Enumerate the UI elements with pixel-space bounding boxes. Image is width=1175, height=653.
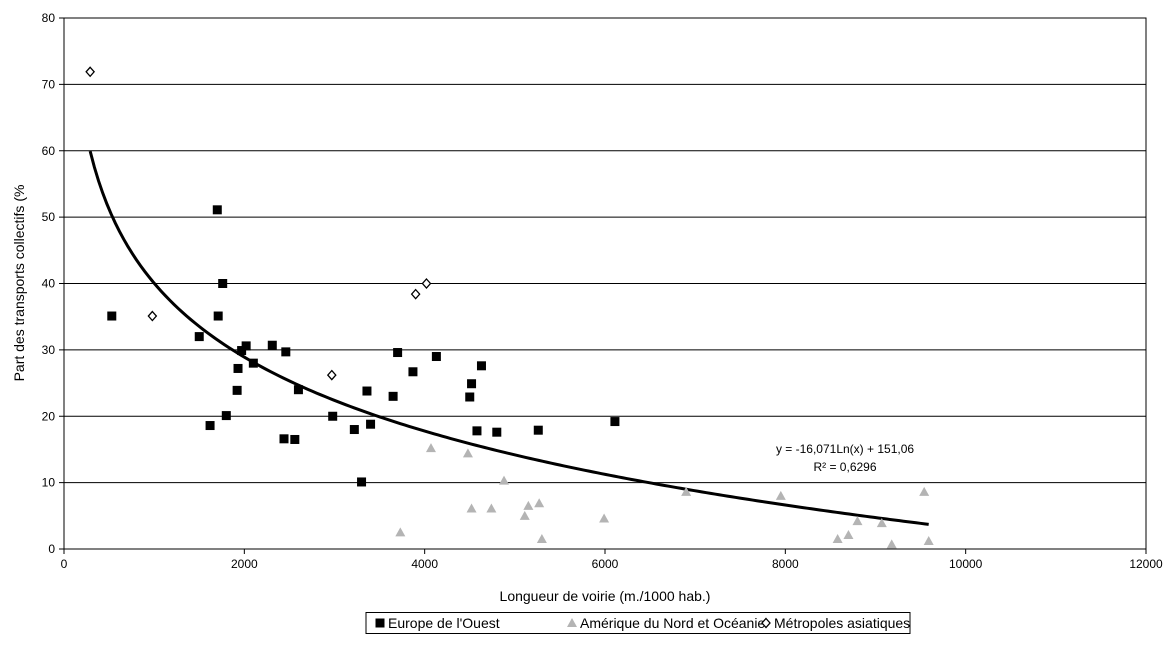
data-point-square bbox=[393, 348, 403, 358]
data-point-triangle bbox=[832, 534, 843, 544]
data-point-triangle bbox=[534, 498, 545, 508]
x-tick-label: 2000 bbox=[231, 557, 258, 571]
data-point-square bbox=[213, 311, 223, 321]
y-tick-label: 40 bbox=[42, 277, 56, 291]
data-point-square bbox=[328, 411, 338, 421]
data-point-diamond bbox=[147, 310, 158, 322]
y-tick-label: 80 bbox=[42, 11, 56, 25]
data-point-square bbox=[293, 385, 303, 395]
legend-marker-triangle bbox=[567, 618, 577, 627]
data-point-square bbox=[388, 391, 398, 401]
data-point-triangle bbox=[486, 503, 497, 513]
data-points bbox=[85, 66, 934, 549]
data-point-square bbox=[212, 205, 222, 215]
data-point-square bbox=[267, 340, 277, 350]
y-tick-label: 50 bbox=[42, 210, 56, 224]
data-point-square bbox=[221, 411, 231, 421]
data-point-square bbox=[241, 341, 251, 351]
data-point-triangle bbox=[852, 516, 863, 526]
trendline-r2: R² = 0,6296 bbox=[813, 460, 876, 474]
data-point-square bbox=[281, 347, 291, 357]
data-point-square bbox=[357, 477, 367, 487]
data-point-square bbox=[492, 427, 502, 437]
legend-label: Métropoles asiatiques bbox=[774, 615, 910, 631]
data-point-square bbox=[205, 421, 215, 431]
data-point-square bbox=[362, 386, 372, 396]
data-point-square bbox=[533, 425, 543, 435]
data-point-square bbox=[408, 367, 418, 377]
data-point-triangle bbox=[775, 490, 786, 500]
x-tick-label: 4000 bbox=[411, 557, 438, 571]
legend: Europe de l'Ouest Amérique du Nord et Océ… bbox=[365, 612, 911, 634]
y-tick-label: 10 bbox=[42, 476, 56, 490]
data-point-square bbox=[218, 279, 228, 288]
legend-marker-diamond bbox=[761, 617, 771, 629]
data-point-triangle bbox=[599, 513, 610, 523]
legend-marker-square bbox=[375, 618, 385, 628]
data-point-square bbox=[431, 352, 441, 362]
data-point-triangle bbox=[886, 539, 897, 549]
data-point-triangle bbox=[876, 518, 887, 528]
data-point-square bbox=[476, 361, 486, 371]
data-point-diamond bbox=[421, 278, 432, 289]
data-point-triangle bbox=[462, 448, 473, 458]
y-tick-label: 20 bbox=[42, 409, 56, 423]
data-point-triangle bbox=[923, 536, 934, 546]
data-point-triangle bbox=[681, 486, 692, 496]
data-point-square bbox=[279, 434, 289, 444]
data-point-triangle bbox=[466, 503, 477, 513]
y-tick-label: 0 bbox=[48, 542, 55, 556]
trendline-curve bbox=[88, 150, 929, 526]
x-tick-label: 8000 bbox=[772, 557, 799, 571]
data-point-square bbox=[237, 346, 247, 356]
legend-label: Europe de l'Ouest bbox=[388, 615, 500, 631]
x-tick-label: 12000 bbox=[1129, 557, 1163, 571]
y-tick-label: 30 bbox=[42, 343, 56, 357]
legend-box bbox=[365, 612, 911, 634]
legend-label: Amérique du Nord et Océanie bbox=[580, 615, 765, 631]
data-point-triangle bbox=[395, 527, 406, 537]
data-point-square bbox=[194, 332, 204, 342]
y-tick-label: 70 bbox=[42, 77, 56, 91]
trendline bbox=[88, 150, 929, 526]
data-point-diamond bbox=[326, 369, 337, 381]
data-point-square bbox=[107, 311, 117, 321]
data-point-square bbox=[233, 363, 243, 373]
data-point-square bbox=[610, 417, 620, 427]
data-point-triangle bbox=[519, 510, 530, 520]
x-axis-title: Longueur de voirie (m./1000 hab.) bbox=[500, 588, 711, 604]
data-point-triangle bbox=[843, 530, 854, 540]
y-axis-title: Part des transports collectifs (% bbox=[11, 185, 27, 382]
data-point-diamond bbox=[85, 66, 96, 78]
x-tick-label: 0 bbox=[61, 557, 68, 571]
data-point-triangle bbox=[523, 500, 534, 510]
data-point-square bbox=[366, 419, 376, 429]
axes: 0 10 20 30 40 50 60 70 80 0 2000 4000 6000 8000 10000 1… bbox=[42, 11, 1163, 571]
data-point-square bbox=[248, 358, 258, 368]
trendline-equation: y = -16,071Ln(x) + 151,06 bbox=[776, 442, 914, 456]
data-point-triangle bbox=[919, 486, 930, 496]
data-point-square bbox=[290, 434, 300, 444]
data-point-square bbox=[232, 385, 242, 395]
data-point-square bbox=[472, 426, 482, 436]
y-tick-label: 60 bbox=[42, 144, 56, 158]
data-point-triangle bbox=[536, 534, 547, 544]
data-point-diamond bbox=[410, 288, 421, 300]
data-point-triangle bbox=[425, 443, 436, 453]
data-point-square bbox=[467, 379, 477, 389]
data-point-square bbox=[465, 392, 475, 402]
x-tick-label: 6000 bbox=[592, 557, 619, 571]
data-point-triangle bbox=[499, 475, 510, 485]
data-point-square bbox=[349, 425, 359, 435]
x-tick-label: 10000 bbox=[949, 557, 983, 571]
